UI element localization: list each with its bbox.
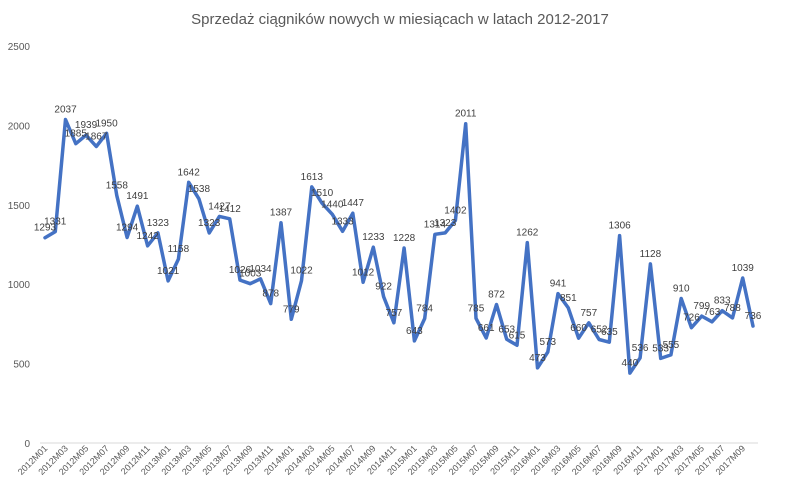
- data-label: 615: [509, 330, 526, 341]
- data-label: 833: [714, 296, 731, 307]
- data-label: 1233: [362, 232, 385, 243]
- data-label: 736: [745, 311, 762, 322]
- data-label: 1613: [301, 172, 324, 183]
- data-label: 1447: [342, 198, 365, 209]
- data-label: 1387: [270, 208, 293, 219]
- data-label: 878: [262, 289, 279, 300]
- data-label: 910: [673, 283, 690, 294]
- data-label: 872: [488, 290, 505, 301]
- data-label: 1491: [126, 191, 149, 202]
- data-label: 779: [283, 304, 300, 315]
- data-label: 1867: [85, 132, 108, 143]
- series-line: [43, 117, 755, 375]
- data-label: 1440: [321, 199, 344, 210]
- data-label: 1039: [732, 263, 755, 274]
- data-label: 536: [632, 343, 649, 354]
- data-label: 1012: [352, 267, 375, 278]
- data-label: 763: [704, 307, 721, 318]
- data-label: 1323: [198, 218, 221, 229]
- data-label: 635: [601, 327, 618, 338]
- chart-title: Sprzedaż ciągników nowych w miesiącach w…: [191, 11, 609, 28]
- data-label: 1427: [208, 201, 231, 212]
- data-label: 1314: [424, 219, 447, 230]
- y-tick-label: 0: [24, 439, 30, 450]
- data-label: 1228: [393, 233, 416, 244]
- data-label: 1558: [106, 181, 129, 192]
- y-tick-label: 2000: [8, 121, 31, 132]
- data-label: 661: [478, 323, 495, 334]
- data-label: 1642: [178, 167, 201, 178]
- y-axis-ticks: 0 500 1000 1500 2000 2500: [8, 42, 31, 450]
- data-label: 1323: [147, 218, 170, 229]
- data-label: 1402: [444, 205, 467, 216]
- data-label: 1158: [168, 244, 190, 255]
- data-label: 1021: [157, 266, 180, 277]
- data-label: 653: [498, 324, 515, 335]
- data-label: 1003: [239, 269, 262, 280]
- data-label: 473: [529, 353, 546, 364]
- data-label: 573: [539, 337, 556, 348]
- data-label: 1242: [136, 231, 159, 242]
- data-label: 533: [652, 343, 669, 354]
- data-label: 1128: [640, 249, 662, 260]
- data-label: 757: [580, 308, 597, 319]
- data-label: 784: [416, 304, 433, 315]
- data-label: 643: [406, 326, 423, 337]
- data-label: 1034: [249, 264, 272, 275]
- data-label: 652: [591, 324, 608, 335]
- y-tick-label: 1000: [8, 280, 31, 291]
- y-tick-label: 1500: [8, 201, 31, 212]
- data-label: 1950: [95, 118, 118, 129]
- data-label: 1323: [434, 218, 457, 229]
- data-label: 1022: [290, 266, 313, 277]
- data-label: 1293: [34, 223, 57, 234]
- data-label: 785: [468, 303, 485, 314]
- data-label: 757: [386, 308, 403, 319]
- data-label: 1262: [516, 228, 539, 239]
- data-label: 922: [375, 282, 392, 293]
- data-label: 1412: [219, 204, 242, 215]
- data-label: 851: [560, 293, 577, 304]
- data-label: 2037: [54, 105, 77, 116]
- data-label: 1538: [188, 184, 211, 195]
- data-label: 555: [663, 340, 680, 351]
- data-label: 1026: [229, 265, 252, 276]
- data-label: 2011: [455, 109, 477, 120]
- data-label: 1294: [116, 223, 139, 234]
- data-label: 799: [693, 301, 710, 312]
- data-label: 726: [683, 313, 700, 324]
- y-tick-label: 500: [13, 360, 30, 371]
- data-label: 1306: [608, 221, 631, 232]
- y-tick-label: 2500: [8, 42, 31, 53]
- data-label: 1331: [44, 217, 67, 228]
- data-label: 788: [724, 303, 741, 314]
- data-label: 1939: [75, 120, 98, 131]
- data-label: 1885: [65, 129, 88, 140]
- data-label: 660: [570, 323, 587, 334]
- data-label: 941: [550, 279, 567, 290]
- data-label: 1333: [331, 216, 354, 227]
- data-label: 440: [622, 358, 639, 369]
- data-label: 1510: [311, 188, 334, 199]
- x-axis-ticks: 2012M012012M032012M052012M072012M092012M…: [16, 443, 747, 477]
